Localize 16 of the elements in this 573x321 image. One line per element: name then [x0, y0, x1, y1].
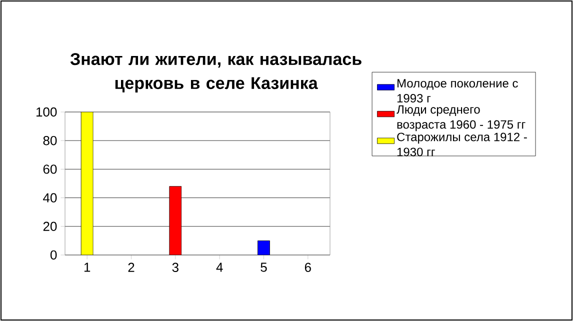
- y-tick-label: 40: [43, 193, 57, 202]
- y-tick-label: 80: [43, 136, 57, 146]
- x-tick-label: 4: [216, 262, 223, 272]
- y-tick-label: 100: [36, 107, 57, 117]
- y-tick-label: 60: [43, 164, 57, 174]
- chart-title: Знают ли жители, как называлась церковь в селе Казинка: [70, 53, 362, 92]
- legend-label: Молодое поколение с 1993 г: [397, 79, 518, 103]
- x-tick-label: 3: [172, 262, 178, 272]
- y-tick-label: 0: [50, 250, 57, 260]
- x-tick-label: 5: [260, 262, 267, 272]
- legend-label: Старожилы села 1912 - 1930 гг: [397, 132, 527, 156]
- x-tick-label: 2: [128, 262, 134, 272]
- x-tick-label: 6: [304, 262, 311, 272]
- x-tick-label: 1: [84, 262, 90, 272]
- y-tick-label: 20: [43, 222, 57, 231]
- legend-label: Люди среднего возраста 1960 - 1975 гг: [396, 105, 526, 132]
